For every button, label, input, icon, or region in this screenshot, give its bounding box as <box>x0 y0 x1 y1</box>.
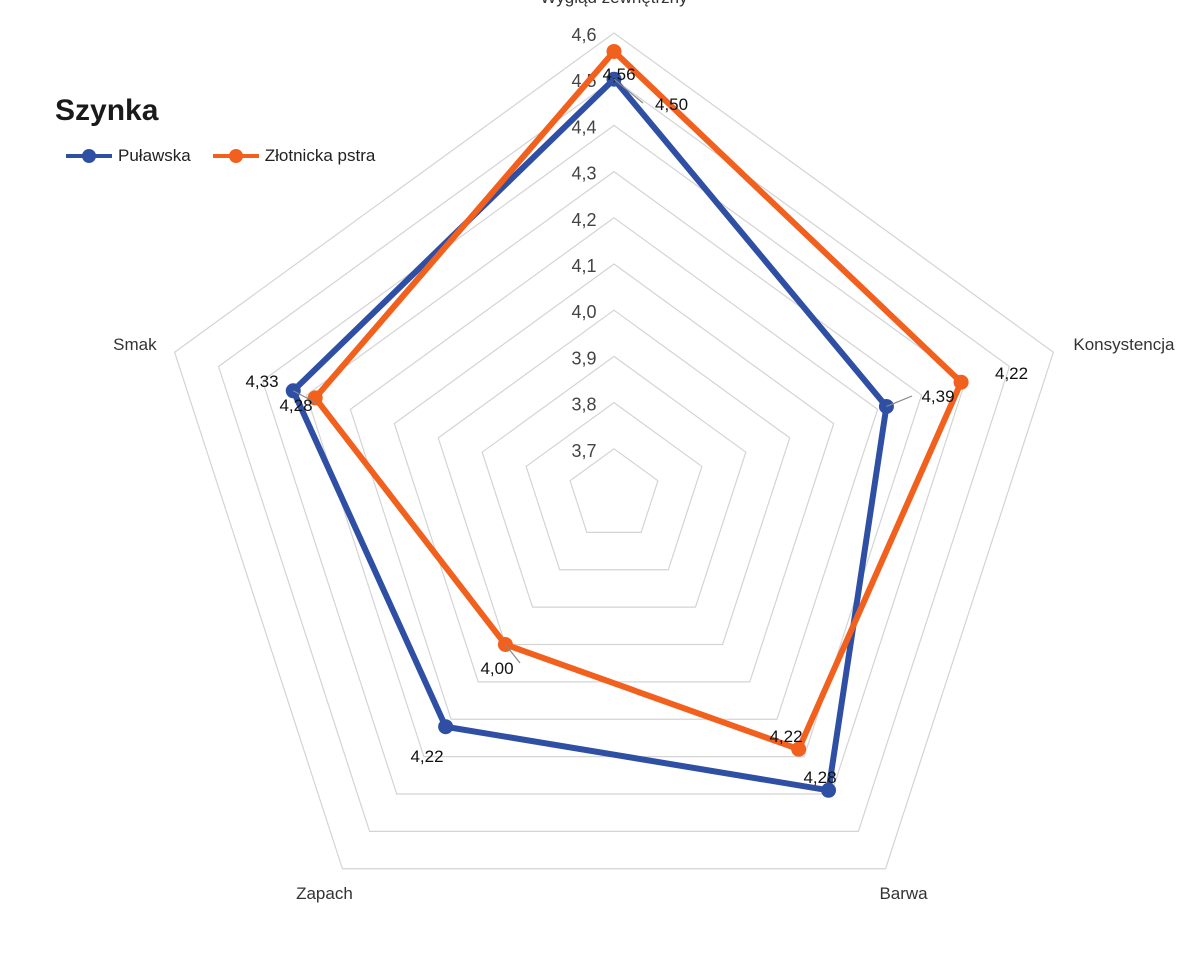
leader-line <box>886 395 913 408</box>
axis-label: Wygląd zewnętrzny <box>540 0 688 7</box>
data-point <box>606 43 622 59</box>
data-point <box>821 782 837 798</box>
data-label: 4,22 <box>769 727 802 746</box>
grid-ring <box>173 32 1055 870</box>
tick-label: 4,1 <box>571 256 596 276</box>
axis-label: Zapach <box>296 884 353 903</box>
axis-label: Smak <box>113 335 157 354</box>
legend-label-zlotnicka: Złotnicka pstra <box>264 146 376 165</box>
data-label: 4,22 <box>995 364 1028 383</box>
axis-label: Konsystencja <box>1073 335 1175 354</box>
legend-item-pulawska: Puławska <box>66 146 191 166</box>
legend-label-pulawska: Puławska <box>118 146 191 165</box>
tick-label: 4,0 <box>571 302 596 322</box>
legend-swatch-pulawska <box>66 149 112 163</box>
data-label: 4,50 <box>655 95 688 114</box>
leader-line <box>292 390 319 405</box>
grid-ring <box>261 124 967 795</box>
series-zlotnicka <box>307 43 969 757</box>
tick-label: 3,7 <box>571 441 596 461</box>
grid-ring <box>569 448 659 533</box>
legend: Puławska Złotnicka pstra <box>66 146 375 166</box>
grid-ring <box>217 78 1011 832</box>
data-point <box>438 719 454 735</box>
tick-label: 3,9 <box>571 348 596 368</box>
tick-label: 4,2 <box>571 210 596 230</box>
tick-label: 4,4 <box>571 117 596 137</box>
chart-title: Szynka <box>55 94 159 127</box>
leader-line <box>504 644 521 664</box>
data-point <box>953 374 969 390</box>
grid-ring <box>349 217 879 720</box>
series-line <box>312 48 965 753</box>
data-point <box>307 390 323 406</box>
tick-label: 4,6 <box>571 25 596 45</box>
grid-ring <box>525 401 703 571</box>
data-label: 4,39 <box>921 387 954 406</box>
data-label: 4,00 <box>480 659 513 678</box>
grid-ring <box>393 263 835 683</box>
grid-ring <box>437 309 791 646</box>
data-label: 4,56 <box>602 65 635 84</box>
tick-label: 3,8 <box>571 395 596 415</box>
grid-ring <box>481 355 747 608</box>
data-label: 4,33 <box>245 372 278 391</box>
data-label: 4,22 <box>410 747 443 766</box>
series-line <box>290 76 890 794</box>
legend-swatch-zlotnicka <box>212 149 259 163</box>
data-label: 4,28 <box>803 768 836 787</box>
data-point <box>791 741 807 757</box>
data-label: 4,28 <box>279 396 312 415</box>
leader-line <box>613 78 644 104</box>
tick-label: 4,3 <box>571 164 596 184</box>
axis-label: Barwa <box>879 884 928 903</box>
legend-item-zlotnicka: Złotnicka pstra <box>212 146 376 166</box>
